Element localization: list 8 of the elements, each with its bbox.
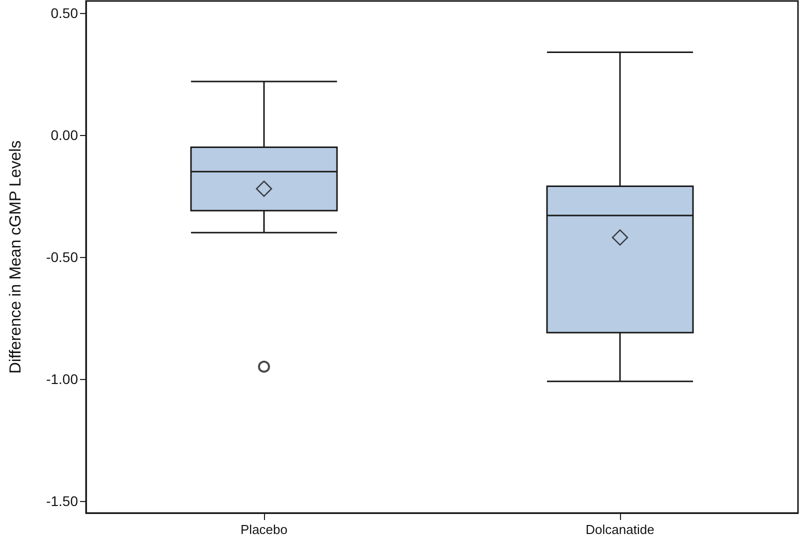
x-tick-label: Placebo bbox=[240, 522, 288, 537]
y-tick-label: -1.00 bbox=[46, 370, 78, 387]
y-tick-label: 0.50 bbox=[50, 5, 78, 22]
y-axis-title: Difference in Mean cGMP Levels bbox=[8, 140, 24, 374]
y-tick-label: -0.50 bbox=[46, 249, 78, 265]
x-tick-label: Dolcanatide bbox=[586, 522, 654, 537]
y-tick-label: 0.00 bbox=[50, 127, 78, 144]
y-tick-label: -1.50 bbox=[46, 492, 78, 509]
